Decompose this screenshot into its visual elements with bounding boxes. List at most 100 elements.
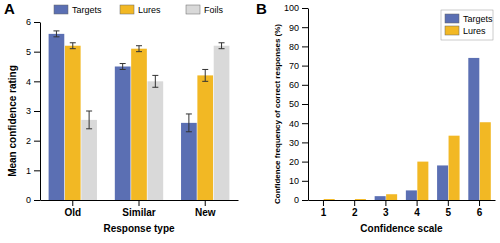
tick-label: 100 bbox=[284, 3, 299, 13]
y-tick: 3 bbox=[26, 106, 40, 116]
bar bbox=[312, 200, 323, 201]
tick-mark bbox=[302, 46, 308, 47]
y-tick: 10 bbox=[289, 176, 308, 186]
bar bbox=[81, 120, 97, 200]
y-axis: 0 10 20 30 40 50 60 70 80 90 100 bbox=[284, 3, 309, 205]
tick-label: 1 bbox=[321, 207, 327, 218]
tick-label: 70 bbox=[289, 61, 299, 71]
tick-label: 1 bbox=[26, 166, 31, 176]
bar bbox=[131, 49, 147, 200]
legend-label: Foils bbox=[204, 5, 224, 15]
error-bar bbox=[70, 43, 76, 49]
legend-label: Lures bbox=[138, 5, 161, 15]
bar bbox=[115, 67, 131, 201]
figure: 0 1 2 3 4 5 6 Old Similar New A Response type Mean c… bbox=[0, 0, 500, 243]
y-tick: 5 bbox=[26, 47, 40, 57]
y-axis-title: Mean confidence rating bbox=[7, 65, 18, 177]
bar bbox=[147, 81, 163, 200]
bar bbox=[468, 58, 479, 200]
tick-label: 60 bbox=[289, 80, 299, 90]
tick-label: 2 bbox=[26, 136, 31, 146]
x-axis-title: Response type bbox=[103, 223, 175, 234]
plot-area bbox=[49, 31, 230, 200]
panel-label: B bbox=[256, 0, 267, 17]
axis-line bbox=[309, 200, 496, 201]
y-tick: 20 bbox=[289, 157, 308, 167]
legend-box bbox=[441, 10, 493, 40]
panel-label: A bbox=[4, 0, 15, 17]
tick-label: 5 bbox=[446, 207, 452, 218]
chart: 0123456OldSimilarNewAResponse typeMean c… bbox=[4, 0, 239, 234]
x-tick: 1 bbox=[321, 200, 327, 218]
bar bbox=[406, 190, 417, 200]
error-bar bbox=[120, 64, 126, 70]
tick-label: 80 bbox=[289, 42, 299, 52]
plot-area bbox=[324, 58, 491, 200]
y-tick: 40 bbox=[289, 119, 308, 129]
bar bbox=[197, 75, 213, 200]
tick-mark bbox=[302, 162, 308, 163]
x-axis: 123456 bbox=[309, 200, 496, 218]
axis-line bbox=[40, 23, 41, 201]
tick-label: 30 bbox=[289, 138, 299, 148]
tick-label: 40 bbox=[289, 119, 299, 129]
bar bbox=[386, 194, 397, 200]
y-tick: 60 bbox=[289, 80, 308, 90]
tick-mark bbox=[34, 81, 40, 82]
tick-label: 50 bbox=[289, 99, 299, 109]
bar bbox=[437, 165, 448, 200]
x-tick: 3 bbox=[383, 200, 389, 218]
legend-swatch bbox=[54, 5, 68, 14]
legend-label: Targets bbox=[463, 14, 493, 24]
legend-swatch bbox=[445, 14, 459, 23]
tick-mark bbox=[479, 200, 480, 206]
tick-label: 4 bbox=[26, 77, 31, 87]
tick-mark bbox=[417, 200, 418, 206]
y-tick: 30 bbox=[289, 138, 308, 148]
tick-mark bbox=[302, 104, 308, 105]
tick-mark bbox=[302, 27, 308, 28]
tick-mark bbox=[323, 200, 324, 206]
y-tick: 100 bbox=[284, 3, 308, 13]
y-tick: 90 bbox=[289, 23, 308, 33]
y-tick: 0 bbox=[294, 195, 308, 205]
x-tick: Similar bbox=[122, 200, 155, 218]
tick-mark bbox=[205, 200, 206, 206]
x-tick: 2 bbox=[352, 200, 358, 218]
y-tick: 50 bbox=[289, 99, 308, 109]
bar bbox=[214, 46, 230, 200]
legend-swatch bbox=[186, 5, 200, 14]
error-bar bbox=[152, 75, 158, 87]
tick-mark bbox=[34, 22, 40, 23]
tick-label: Old bbox=[64, 207, 81, 218]
tick-label: 6 bbox=[26, 17, 31, 27]
axis-line bbox=[308, 9, 309, 201]
tick-mark bbox=[34, 52, 40, 53]
bar bbox=[324, 199, 335, 200]
x-axis-title: Confidence scale bbox=[360, 223, 443, 234]
y-tick: 2 bbox=[26, 136, 40, 146]
tick-label: New bbox=[195, 207, 216, 218]
y-tick: 70 bbox=[289, 61, 308, 71]
tick-mark bbox=[72, 200, 73, 206]
legend-swatch bbox=[120, 5, 134, 14]
tick-mark bbox=[34, 170, 40, 171]
error-bar bbox=[136, 46, 142, 52]
error-bar bbox=[219, 43, 225, 49]
error-bar bbox=[86, 111, 92, 129]
tick-label: 2 bbox=[352, 207, 358, 218]
tick-label: 3 bbox=[383, 207, 389, 218]
bar bbox=[480, 122, 491, 200]
tick-mark bbox=[34, 111, 40, 112]
y-tick: 80 bbox=[289, 42, 308, 52]
tick-mark bbox=[302, 142, 308, 143]
y-tick: 6 bbox=[26, 17, 40, 27]
y-axis-title: Confidence frequency of correct response… bbox=[273, 24, 282, 204]
legend: TargetsLuresFoils bbox=[54, 5, 224, 15]
tick-mark bbox=[354, 200, 355, 206]
legend-swatch bbox=[445, 26, 459, 35]
x-tick: New bbox=[195, 200, 216, 218]
tick-mark bbox=[34, 141, 40, 142]
bar bbox=[65, 46, 81, 200]
x-tick: Old bbox=[64, 200, 81, 218]
